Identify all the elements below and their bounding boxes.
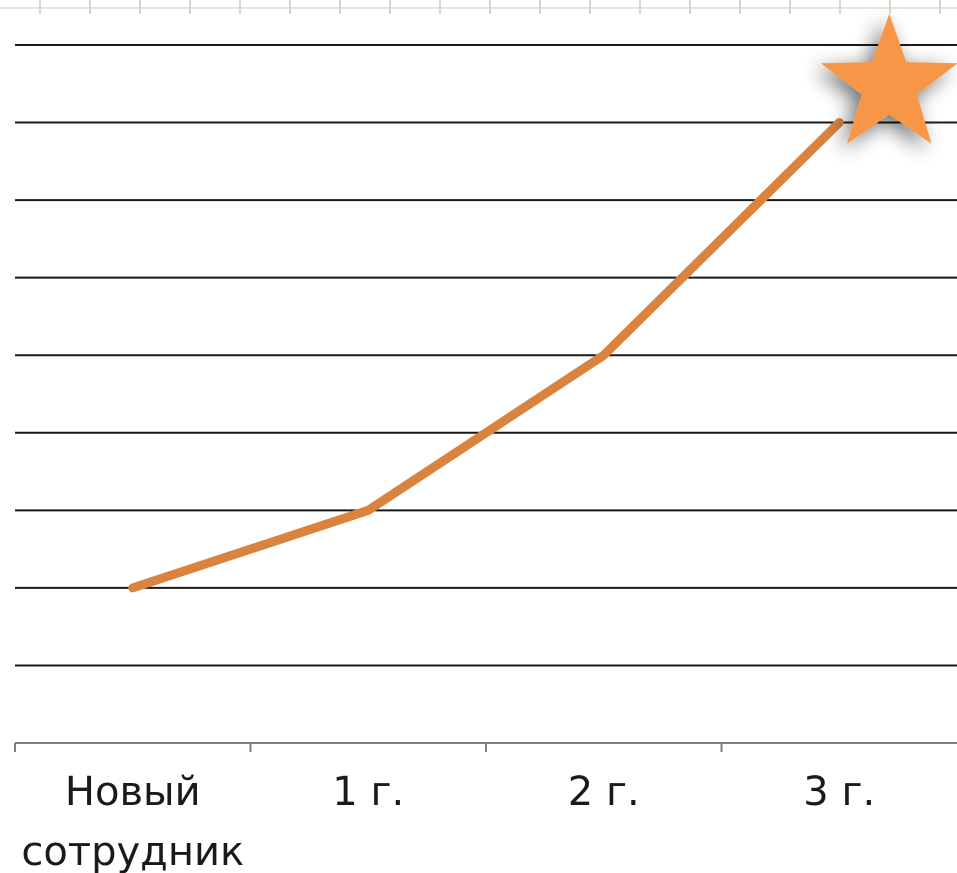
x-tick-label: 2 г. [568,769,640,815]
x-tick-label-line: 3 г. [803,769,875,815]
x-tick-label-line: сотрудник [21,829,244,873]
marker-layer [820,13,957,144]
series-line [128,118,844,593]
x-tick-label: 3 г. [803,769,875,815]
x-tick-label-line: 1 г. [332,769,404,815]
x-axis [14,742,957,752]
y-gridlines [15,44,957,667]
series-layer [128,118,844,593]
x-tick-label-line: 2 г. [568,769,640,815]
x-tick-label-line: Новый [65,769,201,815]
top-ruler-decoration [0,0,957,14]
x-tick-labels: Новый сотрудник 1 г. 2 г. 3 г. [21,769,875,873]
star-icon [820,13,957,144]
x-tick-label: Новый сотрудник [21,769,244,873]
x-tick-label: 1 г. [332,769,404,815]
